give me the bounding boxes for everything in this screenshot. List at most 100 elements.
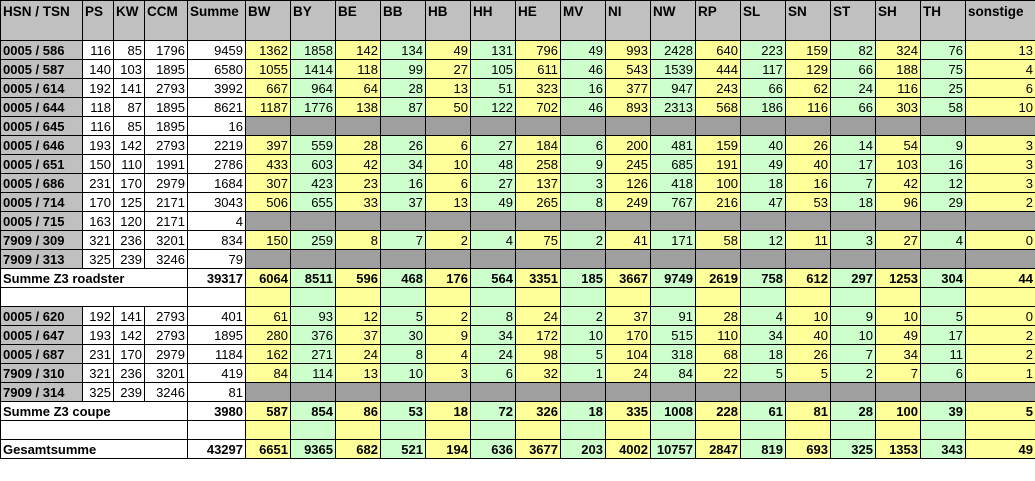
summe-cell[interactable]: 1684 [187,173,246,193]
empty-cell[interactable] [695,287,741,307]
no-data-cell[interactable] [335,211,381,231]
state-cell-be[interactable]: 596 [335,268,381,288]
ccm-cell[interactable]: 2171 [144,211,188,231]
state-cell-mv[interactable]: 46 [560,59,606,79]
state-cell-hb[interactable]: 4 [425,344,471,364]
state-cell-hb[interactable]: 10 [425,154,471,174]
state-cell-mv[interactable]: 2 [560,230,606,250]
summe-cell[interactable]: 3992 [187,78,246,98]
kw-cell[interactable]: 120 [113,211,145,231]
state-cell-mv[interactable]: 203 [560,439,606,459]
no-data-cell[interactable] [650,249,696,269]
state-cell-ni[interactable]: 24 [605,363,651,383]
empty-cell[interactable] [470,420,516,440]
state-cell-st[interactable]: 18 [830,192,876,212]
column-header-hh[interactable]: HH [470,0,516,41]
empty-cell[interactable] [650,420,696,440]
state-cell-st[interactable]: 9 [830,306,876,326]
state-cell-sn[interactable]: 62 [785,78,831,98]
empty-cell[interactable] [695,420,741,440]
column-header-mv[interactable]: MV [560,0,606,41]
state-cell-hh[interactable]: 48 [470,154,516,174]
ccm-cell[interactable]: 2793 [144,135,188,155]
state-cell-sl[interactable]: 40 [740,135,786,155]
no-data-cell[interactable] [290,382,336,402]
no-data-cell[interactable] [470,116,516,136]
state-cell-hb[interactable]: 2 [425,230,471,250]
state-cell-mv[interactable]: 16 [560,78,606,98]
empty-cell[interactable] [245,287,291,307]
no-data-cell[interactable] [785,211,831,231]
state-cell-sh[interactable]: 34 [875,344,921,364]
state-cell-he[interactable]: 702 [515,97,561,117]
no-data-cell[interactable] [695,382,741,402]
empty-cell[interactable] [740,420,786,440]
state-cell-bb[interactable]: 7 [380,230,426,250]
state-cell-by[interactable]: 655 [290,192,336,212]
ccm-cell[interactable]: 1796 [144,40,188,60]
no-data-cell[interactable] [830,382,876,402]
state-cell-th[interactable]: 58 [920,97,966,117]
state-cell-rp[interactable]: 2619 [695,268,741,288]
state-cell-sh[interactable]: 100 [875,401,921,421]
state-cell-hb[interactable]: 13 [425,78,471,98]
summe-cell[interactable]: 39317 [187,268,246,288]
state-cell-bw[interactable]: 307 [245,173,291,193]
summary-label-cell[interactable]: Gesamtsumme [0,439,188,459]
state-cell-sh[interactable]: 42 [875,173,921,193]
state-cell-bw[interactable]: 150 [245,230,291,250]
state-cell-ni[interactable]: 4002 [605,439,651,459]
state-cell-nw[interactable]: 318 [650,344,696,364]
state-cell-by[interactable]: 559 [290,135,336,155]
state-cell-sn[interactable]: 612 [785,268,831,288]
state-cell-mv[interactable]: 49 [560,40,606,60]
state-cell-hh[interactable]: 8 [470,306,516,326]
ps-cell[interactable]: 116 [82,116,114,136]
state-cell-nw[interactable]: 91 [650,306,696,326]
state-cell-hh[interactable]: 27 [470,135,516,155]
ps-cell[interactable]: 231 [82,344,114,364]
state-cell-be[interactable]: 24 [335,344,381,364]
state-cell-bw[interactable]: 6651 [245,439,291,459]
row-id-cell[interactable]: 0005 / 620 [0,306,83,326]
column-header-nw[interactable]: NW [650,0,696,41]
state-cell-st[interactable]: 7 [830,344,876,364]
state-cell-sn[interactable]: 81 [785,401,831,421]
summe-cell[interactable]: 8621 [187,97,246,117]
state-cell-ni[interactable]: 893 [605,97,651,117]
ccm-cell[interactable]: 1895 [144,97,188,117]
no-data-cell[interactable] [830,116,876,136]
state-cell-th[interactable]: 343 [920,439,966,459]
state-cell-rp[interactable]: 28 [695,306,741,326]
state-cell-rp[interactable]: 22 [695,363,741,383]
summe-cell[interactable]: 3043 [187,192,246,212]
state-cell-st[interactable]: 2 [830,363,876,383]
column-header-ni[interactable]: NI [605,0,651,41]
state-cell-mv[interactable]: 10 [560,325,606,345]
state-cell-ni[interactable]: 104 [605,344,651,364]
ccm-cell[interactable]: 3246 [144,382,188,402]
row-id-cell[interactable]: 0005 / 686 [0,173,83,193]
no-data-cell[interactable] [740,211,786,231]
state-cell-sn[interactable]: 116 [785,97,831,117]
state-cell-hh[interactable]: 105 [470,59,516,79]
no-data-cell[interactable] [515,211,561,231]
empty-cell[interactable] [920,420,966,440]
summe-cell[interactable]: 2219 [187,135,246,155]
no-data-cell[interactable] [830,249,876,269]
kw-cell[interactable]: 170 [113,344,145,364]
empty-cell[interactable] [290,287,336,307]
state-cell-bw[interactable]: 6064 [245,268,291,288]
state-cell-by[interactable]: 259 [290,230,336,250]
empty-cell[interactable] [560,287,606,307]
ccm-cell[interactable]: 2793 [144,325,188,345]
no-data-cell[interactable] [470,249,516,269]
state-cell-ni[interactable]: 993 [605,40,651,60]
state-cell-he[interactable]: 32 [515,363,561,383]
state-cell-sn[interactable]: 10 [785,306,831,326]
state-cell-he[interactable]: 172 [515,325,561,345]
ccm-cell[interactable]: 1895 [144,116,188,136]
state-cell-sh[interactable]: 27 [875,230,921,250]
state-cell-mv[interactable]: 18 [560,401,606,421]
state-cell-by[interactable]: 1414 [290,59,336,79]
